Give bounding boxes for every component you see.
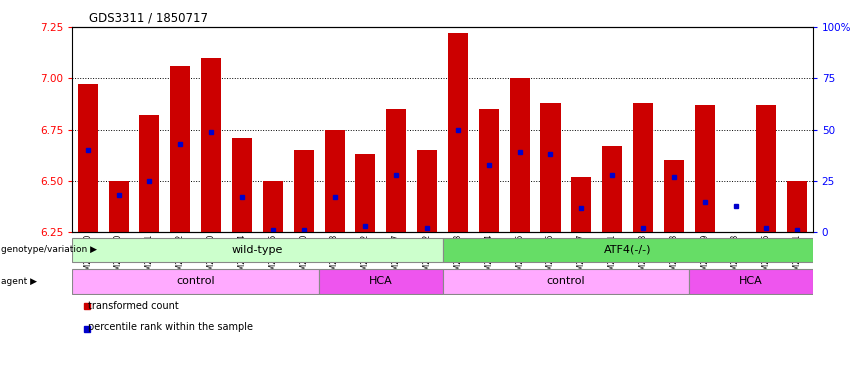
- Bar: [319, 269, 443, 294]
- Bar: [787, 181, 808, 232]
- Bar: [201, 58, 221, 232]
- Bar: [386, 109, 406, 232]
- Bar: [263, 181, 283, 232]
- Bar: [664, 161, 684, 232]
- Text: HCA: HCA: [740, 276, 762, 286]
- Bar: [633, 103, 653, 232]
- Bar: [417, 150, 437, 232]
- Text: genotype/variation ▶: genotype/variation ▶: [1, 245, 97, 255]
- Text: GDS3311 / 1850717: GDS3311 / 1850717: [89, 12, 208, 25]
- Bar: [479, 109, 499, 232]
- Bar: [140, 115, 159, 232]
- Text: agent ▶: agent ▶: [1, 277, 37, 286]
- Bar: [109, 181, 129, 232]
- Bar: [72, 238, 443, 262]
- Bar: [540, 103, 561, 232]
- Text: wild-type: wild-type: [231, 245, 283, 255]
- Text: control: control: [176, 276, 215, 286]
- Bar: [448, 33, 468, 232]
- Text: transformed count: transformed count: [88, 301, 179, 311]
- Bar: [324, 129, 345, 232]
- Bar: [170, 66, 191, 232]
- Text: control: control: [546, 276, 585, 286]
- Bar: [356, 154, 375, 232]
- Bar: [294, 150, 314, 232]
- Text: ATF4(-/-): ATF4(-/-): [604, 245, 651, 255]
- Bar: [603, 146, 622, 232]
- Bar: [443, 269, 689, 294]
- Bar: [757, 105, 776, 232]
- Text: percentile rank within the sample: percentile rank within the sample: [88, 322, 253, 332]
- Bar: [72, 269, 319, 294]
- Bar: [694, 105, 715, 232]
- Text: HCA: HCA: [369, 276, 392, 286]
- Bar: [443, 238, 813, 262]
- Bar: [571, 177, 591, 232]
- Bar: [510, 78, 529, 232]
- Bar: [77, 84, 98, 232]
- Bar: [689, 269, 813, 294]
- Bar: [232, 138, 252, 232]
